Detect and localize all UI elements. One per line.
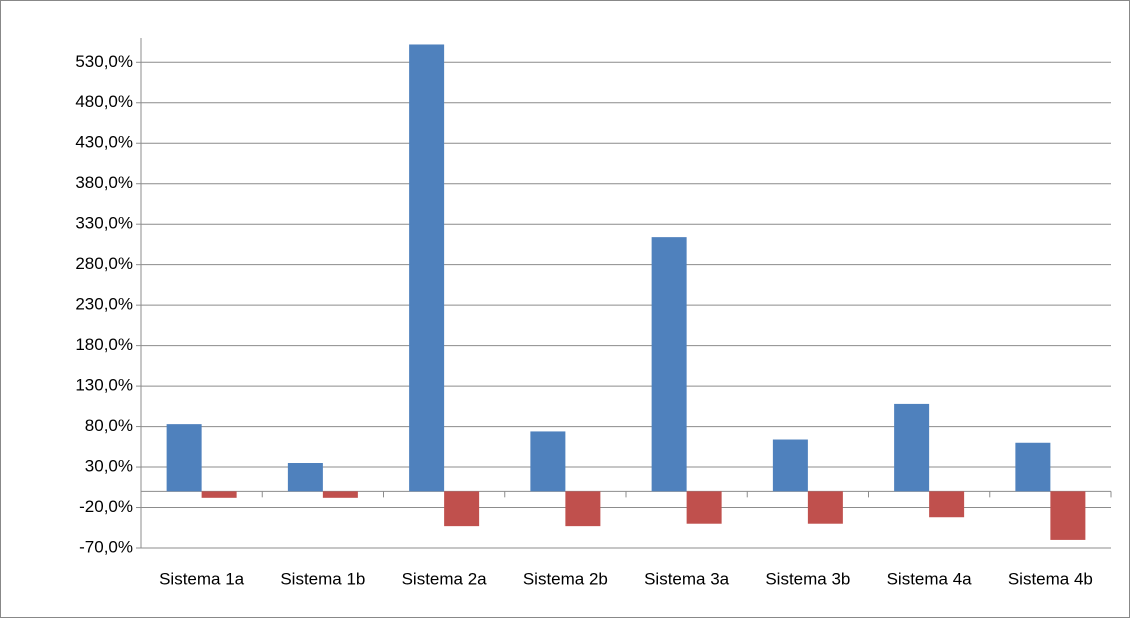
y-tick-label: 280,0% [75, 254, 133, 273]
x-tick-label: Sistema 2a [402, 569, 488, 588]
bar [565, 491, 601, 527]
bar [807, 491, 843, 524]
bar [530, 431, 566, 492]
x-tick-label: Sistema 3a [644, 569, 730, 588]
bar [166, 424, 202, 492]
x-tick-label: Sistema 3b [765, 569, 850, 588]
y-tick-label: -20,0% [79, 497, 133, 516]
bar [1015, 442, 1051, 492]
bar [444, 491, 480, 527]
bar [201, 491, 237, 498]
y-tick-label: 530,0% [75, 52, 133, 71]
bar [287, 463, 323, 492]
bar [894, 403, 930, 492]
x-tick-label: Sistema 1a [159, 569, 245, 588]
y-tick-label: 130,0% [75, 376, 133, 395]
y-tick-label: 230,0% [75, 295, 133, 314]
x-tick-label: Sistema 4a [887, 569, 973, 588]
bar [322, 491, 358, 498]
x-tick-label: Sistema 1b [280, 569, 365, 588]
y-tick-label: 480,0% [75, 92, 133, 111]
x-tick-label: Sistema 4b [1008, 569, 1093, 588]
bar [686, 491, 722, 524]
bar [1050, 491, 1086, 540]
y-tick-label: -70,0% [79, 537, 133, 556]
y-tick-label: 30,0% [85, 457, 133, 476]
bar [929, 491, 965, 518]
y-tick-label: 80,0% [85, 416, 133, 435]
bar [772, 439, 808, 492]
y-tick-label: 180,0% [75, 335, 133, 354]
x-tick-label: Sistema 2b [523, 569, 608, 588]
y-tick-label: 330,0% [75, 214, 133, 233]
bar [409, 44, 445, 492]
y-tick-label: 380,0% [75, 173, 133, 192]
bar [651, 237, 687, 492]
y-tick-label: 430,0% [75, 133, 133, 152]
